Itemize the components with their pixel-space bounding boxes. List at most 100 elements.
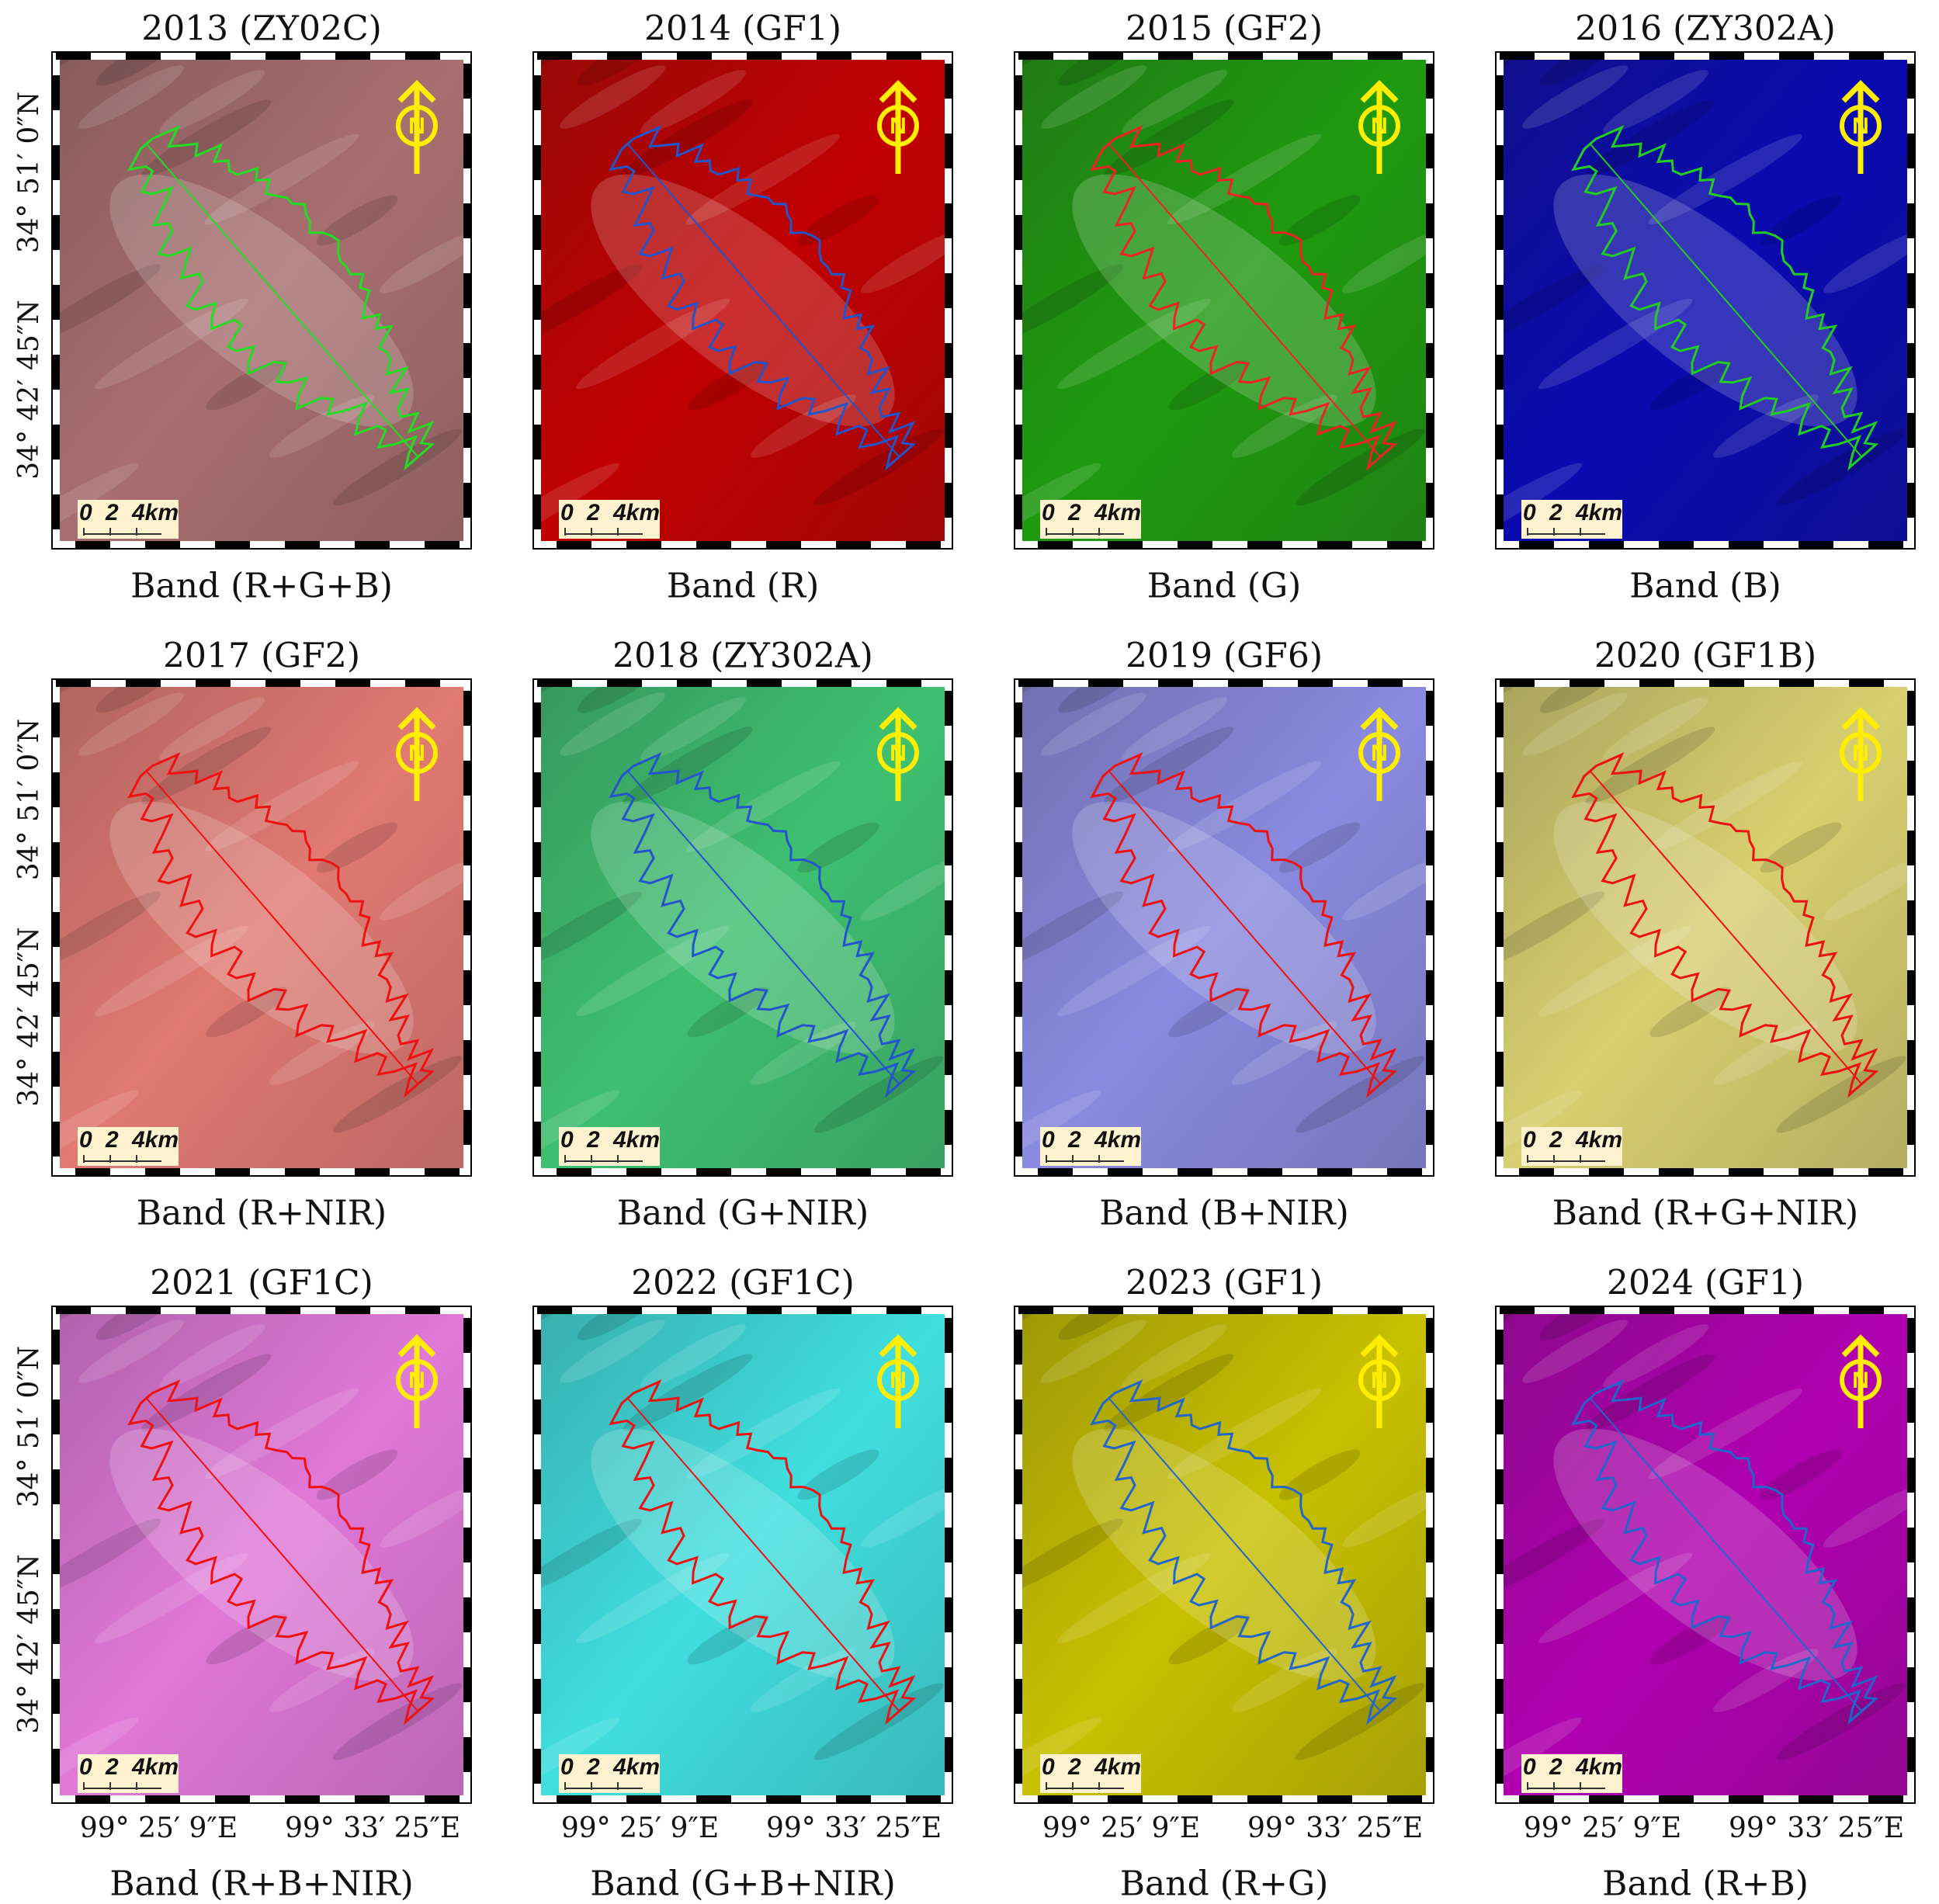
lon-label: 99° 33′ 25″E xyxy=(285,1812,460,1844)
terrain-texture xyxy=(537,463,619,545)
terrain-texture xyxy=(56,891,161,969)
lon-label: 99° 25′ 9″E xyxy=(1524,1812,1681,1844)
terrain-texture xyxy=(141,99,272,177)
terrain-texture xyxy=(1538,298,1692,390)
frame-edge xyxy=(1495,678,1916,1177)
terrain-texture xyxy=(686,134,840,225)
panel-title: 2017 (GF2) xyxy=(163,636,360,676)
terrain-texture xyxy=(1539,56,1622,86)
lat-label: 34° 51′ 0″N xyxy=(13,1346,45,1508)
scale-label: 4km xyxy=(1094,1127,1141,1153)
terrain-texture xyxy=(1058,1310,1140,1340)
terrain-texture xyxy=(1041,65,1146,129)
north-label: N xyxy=(408,113,425,139)
band-label: Band (G+NIR) xyxy=(617,1194,869,1233)
terrain-texture xyxy=(1538,1552,1692,1644)
satellite-image xyxy=(537,1310,949,1799)
glacier-outline xyxy=(1571,125,1879,471)
lon-label: 99° 33′ 25″E xyxy=(766,1812,942,1844)
terrain-texture xyxy=(623,727,753,804)
scale-label: 4km xyxy=(612,500,660,525)
terrain-texture xyxy=(537,891,643,969)
terrain-texture xyxy=(577,683,659,713)
terrain-texture xyxy=(1603,70,1708,134)
glacier-centerline xyxy=(1108,143,1382,458)
scale-label: 4km xyxy=(131,500,179,525)
lat-label: 34° 51′ 0″N xyxy=(13,92,45,254)
scale-label: 0 xyxy=(1042,1127,1055,1153)
map-panel: 2024 (GF1) N 0 2 4km 99° 25′ 9″E 99° 33′ 25″E B… xyxy=(1495,1264,1916,1904)
scale-label: 0 xyxy=(79,1754,92,1780)
panel-title: 2015 (GF2) xyxy=(1126,9,1323,49)
frame-edge xyxy=(51,51,472,550)
terrain-texture xyxy=(316,822,398,873)
scale-label: 4km xyxy=(612,1127,660,1153)
terrain-texture xyxy=(623,99,753,177)
glacier-outline xyxy=(127,1379,435,1725)
terrain-texture xyxy=(1760,822,1842,873)
scale-label: 4km xyxy=(1575,1754,1622,1780)
map-panel: 2023 (GF1) N 0 2 4km 99° 25′ 9″E 99° 33′ 25″E B… xyxy=(1014,1264,1434,1904)
terrain-texture xyxy=(1649,761,1802,852)
lon-label: 99° 25′ 9″E xyxy=(1042,1812,1200,1844)
glacier-centerline xyxy=(1589,143,1863,458)
north-label: N xyxy=(408,1368,425,1393)
scale-box xyxy=(1521,1754,1622,1793)
terrain-texture xyxy=(1057,298,1211,390)
frame-black xyxy=(533,679,952,1176)
terrain-texture xyxy=(537,1090,619,1172)
north-head xyxy=(1360,707,1399,730)
terrain-texture xyxy=(1104,1354,1234,1431)
terrain-texture xyxy=(141,1354,272,1431)
terrain-texture xyxy=(1500,891,1605,969)
panel-title: 2014 (GF1) xyxy=(644,9,841,49)
terrain-texture xyxy=(1104,99,1234,177)
north-head xyxy=(879,707,917,730)
terrain-texture xyxy=(560,692,665,756)
north-label: N xyxy=(890,740,907,766)
panel-title: 2013 (ZY02C) xyxy=(141,9,382,49)
lat-label: 34° 42′ 45″N xyxy=(13,300,45,479)
scale-label: 2 xyxy=(1067,1754,1081,1780)
terrain-texture xyxy=(1018,264,1124,342)
scale-label: 0 xyxy=(79,500,92,525)
terrain-texture xyxy=(206,359,288,411)
terrain-texture xyxy=(1760,195,1842,246)
glacier-centerline xyxy=(626,143,900,458)
glacier-outline xyxy=(1090,752,1398,1098)
satellite-image xyxy=(1018,1310,1430,1799)
north-head xyxy=(1841,80,1880,103)
terrain-texture xyxy=(1041,692,1146,756)
band-label: Band (G+B+NIR) xyxy=(590,1864,896,1904)
terrain-texture xyxy=(1278,1449,1361,1500)
scale-label: 0 xyxy=(1042,500,1055,525)
glacier-outline xyxy=(609,1379,917,1725)
panel-title: 2021 (GF1C) xyxy=(150,1264,373,1303)
terrain-texture xyxy=(537,1717,619,1799)
band-label: Band (R+B+NIR) xyxy=(109,1864,414,1904)
terrain-texture xyxy=(1104,727,1234,804)
frame-edge xyxy=(51,678,472,1177)
scale-label: 2 xyxy=(1549,500,1563,525)
terrain-texture xyxy=(205,761,359,852)
frame-edge xyxy=(1014,51,1434,550)
terrain-texture xyxy=(380,230,467,293)
frame-black xyxy=(1015,52,1434,549)
band-label: Band (R+G+B) xyxy=(130,567,393,606)
terrain-texture xyxy=(159,697,265,761)
image-tint xyxy=(537,56,949,545)
north-head xyxy=(879,1334,917,1358)
north-ring xyxy=(877,732,919,774)
image-tint xyxy=(537,683,949,1172)
terrain-texture xyxy=(1500,463,1582,545)
scale-label: 0 xyxy=(1523,1754,1536,1780)
north-label: N xyxy=(890,113,907,139)
scale-box xyxy=(1040,500,1141,539)
terrain-texture xyxy=(1522,692,1628,756)
north-label: N xyxy=(1371,1368,1388,1393)
terrain-texture xyxy=(577,1310,659,1340)
frame-black xyxy=(1496,679,1915,1176)
scale-label: 4km xyxy=(1575,1127,1622,1153)
image-tint xyxy=(1500,683,1911,1172)
satellite-image xyxy=(537,683,949,1172)
